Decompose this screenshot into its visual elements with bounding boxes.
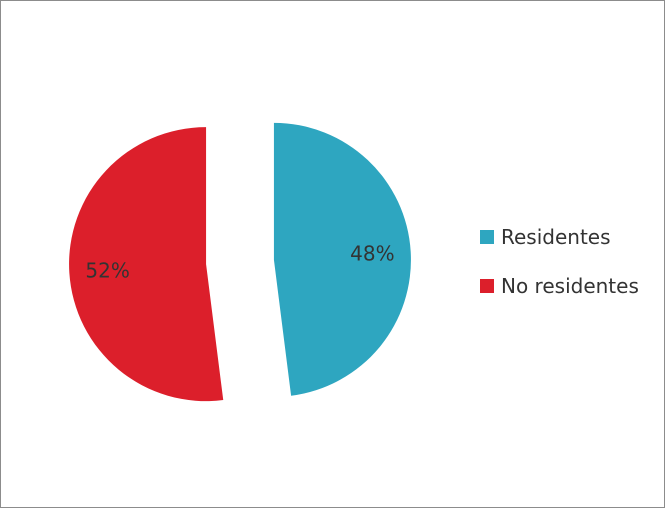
- pie-slice-no-residentes: [69, 127, 224, 402]
- pie-slice-residentes: [273, 122, 411, 396]
- data-label-residentes: 48%: [350, 242, 394, 266]
- legend-label-no-residentes: No residentes: [501, 274, 639, 298]
- legend-swatch-no-residentes: [480, 279, 494, 293]
- legend: Residentes No residentes: [480, 224, 639, 322]
- data-label-no-residentes: 52%: [85, 258, 129, 282]
- legend-item-no-residentes: No residentes: [480, 273, 639, 299]
- legend-swatch-residentes: [480, 230, 494, 244]
- legend-label-residentes: Residentes: [501, 225, 611, 249]
- legend-item-residentes: Residentes: [480, 224, 639, 250]
